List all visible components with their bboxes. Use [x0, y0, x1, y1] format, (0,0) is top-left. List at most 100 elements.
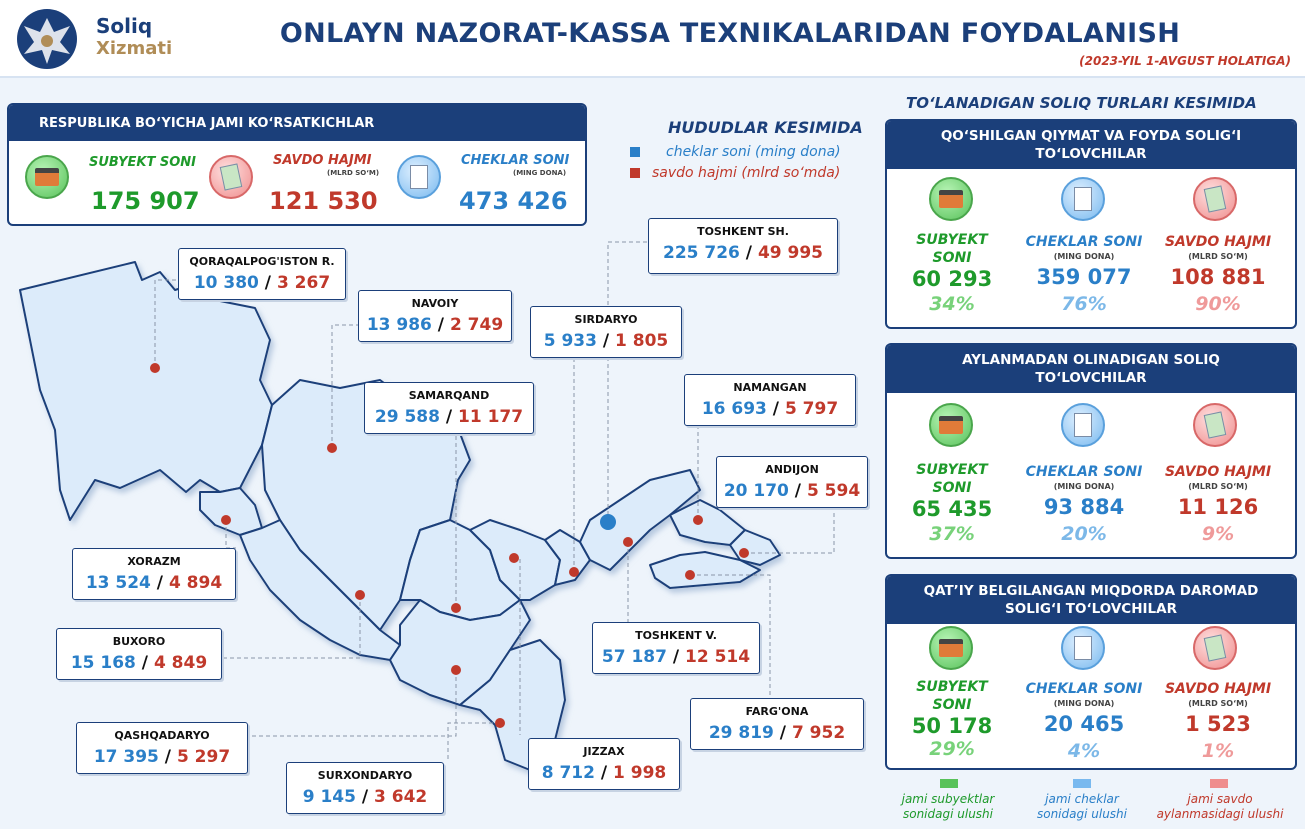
region-savdo: 3 267: [276, 273, 331, 293]
map-dot-fargona: [685, 570, 695, 580]
region-savdo: 4 849: [153, 653, 208, 673]
footer-blue-swatch: [1073, 779, 1091, 788]
legend-title: HUDUDLAR KESIMIDA: [668, 118, 863, 137]
region-savdo: 11 177: [458, 407, 524, 427]
republic-cheklar-label: CHEKLAR SONI: [461, 153, 570, 168]
republic-savdo-value: 121 530: [269, 187, 378, 215]
republic-title: RESPUBLIKA BO‘YICHA JAMI KO‘RSATKICHLAR: [9, 105, 585, 141]
subyekt-value: 50 178: [911, 714, 993, 738]
region-cheklar: 10 380: [193, 273, 259, 293]
cheklar-pct: 20%: [1061, 523, 1107, 545]
legend-red-marker: [630, 168, 640, 178]
uzbekistan-map: [19, 241, 835, 771]
region-name: QORAQALPOG'ISTON R.: [189, 255, 335, 268]
region-savdo: 12 514: [685, 647, 751, 667]
region-savdo: 3 642: [374, 787, 428, 807]
savdo-pct: 90%: [1195, 293, 1241, 315]
region-cheklar: 9 145: [302, 787, 356, 807]
shop-icon: [929, 626, 973, 670]
map-dot-sirdaryo: [569, 567, 579, 577]
connector-navoiy: [331, 324, 358, 448]
region-name: ANDIJON: [765, 463, 819, 476]
tax-panel-title: QO‘SHILGAN QIYMAT VA FOYDA SOLIG‘I TO‘LO…: [887, 121, 1295, 169]
connector-surxondaryo: [447, 722, 500, 761]
money-icon: [209, 155, 253, 199]
region-card-sirdaryo: SIRDARYO 5 933 / 1 805: [530, 306, 682, 358]
money-icon: [1193, 403, 1237, 447]
region-card-surxondaryo: SURXONDARYO 9 145 / 3 642: [286, 762, 444, 814]
savdo-pct: 9%: [1201, 523, 1235, 545]
savdo-pct: 1%: [1201, 740, 1235, 762]
savdo-column: SAVDO HAJMI (MLRD SO‘M) 108 881 90%: [1153, 233, 1283, 315]
region-name: NAMANGAN: [733, 381, 807, 394]
region-name: NAVOIY: [411, 297, 459, 310]
region-name: FARG'ONA: [745, 705, 809, 718]
logo-text-soliq: Soliq: [96, 14, 153, 38]
tax-panel-aylanma: AYLANMADAN OLINADIGAN SOLIQ TO‘LOVCHILAR…: [885, 343, 1297, 559]
tax-panel-title: AYLANMADAN OLINADIGAN SOLIQ TO‘LOVCHILAR: [887, 345, 1295, 393]
map-dot-namangan: [693, 515, 703, 525]
map-dot-toshkent-v: [623, 537, 633, 547]
soliq-logo-icon: [17, 9, 77, 69]
region-cheklar: 13 986: [366, 315, 432, 335]
region-savdo: 1 805: [615, 331, 669, 351]
region-name: TOSHKENT V.: [635, 629, 717, 642]
region-savdo: 4 894: [168, 573, 223, 593]
map-dot-andijon: [739, 548, 749, 558]
footer-green-swatch: [940, 779, 958, 788]
region-savdo: 5 797: [784, 399, 839, 419]
receipt-icon: [1061, 626, 1105, 670]
region-card-samarqand: SAMARQAND 29 588 / 11 177: [364, 382, 534, 434]
region-name: BUXORO: [112, 635, 166, 648]
region-name: SAMARQAND: [408, 389, 490, 402]
region-card-fargona: FARG'ONA 29 819 / 7 952: [690, 698, 864, 750]
map-dot-qoraqalpogiston: [150, 363, 160, 373]
map-region-toshkent-v: [579, 469, 701, 571]
region-name: TOSHKENT SH.: [697, 225, 789, 238]
cheklar-column: CHEKLAR SONI (MING DONA) 93 884 20%: [1019, 463, 1149, 545]
republic-panel: RESPUBLIKA BO‘YICHA JAMI KO‘RSATKICHLAR …: [7, 103, 587, 226]
connector-toshkent-sh: [607, 241, 648, 522]
region-savdo: 49 995: [757, 243, 823, 263]
shop-icon: [929, 177, 973, 221]
cheklar-column: CHEKLAR SONI (MING DONA) 20 465 4%: [1019, 680, 1149, 762]
region-card-qoraqalpogiston: QORAQALPOG'ISTON R. 10 380 / 3 267: [178, 248, 346, 300]
tax-panel-qatiy: QAT’IY BELGILANGAN MIQDORDA DAROMAD SOLI…: [885, 574, 1297, 770]
money-icon: [1193, 177, 1237, 221]
region-cheklar: 5 933: [543, 331, 597, 351]
region-savdo: 5 594: [806, 481, 861, 501]
region-savdo: 5 297: [176, 747, 231, 767]
map-dot-jizzax: [509, 553, 519, 563]
region-cheklar: 17 395: [93, 747, 159, 767]
region-name: XORAZM: [127, 555, 181, 568]
connector-fargona: [690, 574, 771, 698]
cheklar-column: CHEKLAR SONI (MING DONA) 359 077 76%: [1019, 233, 1149, 315]
region-card-toshkent-v: TOSHKENT V. 57 187 / 12 514: [592, 622, 760, 674]
savdo-column: SAVDO HAJMI (MLRD SO‘M) 11 126 9%: [1153, 463, 1283, 545]
logo-text-xizmati: Xizmati: [96, 38, 173, 59]
map-region-xorazm: [199, 487, 263, 536]
region-cheklar: 20 170: [723, 481, 789, 501]
map-dot-surxondaryo: [495, 718, 505, 728]
subyekt-pct: 34%: [929, 293, 975, 315]
legend-red-text: savdo hajmi (mlrd so‘mda): [652, 165, 841, 181]
map-dot-navoiy: [327, 443, 337, 453]
legend-blue-text: cheklar soni (ming dona): [666, 144, 841, 160]
region-cheklar: 29 819: [708, 723, 774, 743]
legend-blue-marker: [630, 147, 640, 157]
republic-subyekt-value: 175 907: [91, 187, 200, 215]
cheklar-value: 20 465: [1043, 712, 1125, 736]
savdo-column: SAVDO HAJMI (MLRD SO‘M) 1 523 1%: [1153, 680, 1283, 762]
footer-blue-text: jami cheklar sonidagi ulushi: [1036, 792, 1127, 821]
page-title: ONLAYN NAZORAT-KASSA TEXNIKALARIDAN FOYD…: [279, 18, 1181, 49]
region-card-navoiy: NAVOIY 13 986 / 2 749: [358, 290, 512, 342]
region-card-qashqadaryo: QASHQADARYO 17 395 / 5 297: [76, 722, 248, 774]
subyekt-column: SUBYEKT SONI 65 435 37%: [887, 461, 1017, 545]
region-savdo: 2 749: [449, 315, 504, 335]
region-savdo: 1 998: [613, 763, 667, 783]
cheklar-value: 359 077: [1036, 265, 1132, 289]
republic-savdo-label: SAVDO HAJMI: [273, 153, 372, 168]
shop-icon: [929, 403, 973, 447]
subyekt-value: 60 293: [911, 267, 993, 291]
savdo-value: 108 881: [1170, 265, 1266, 289]
